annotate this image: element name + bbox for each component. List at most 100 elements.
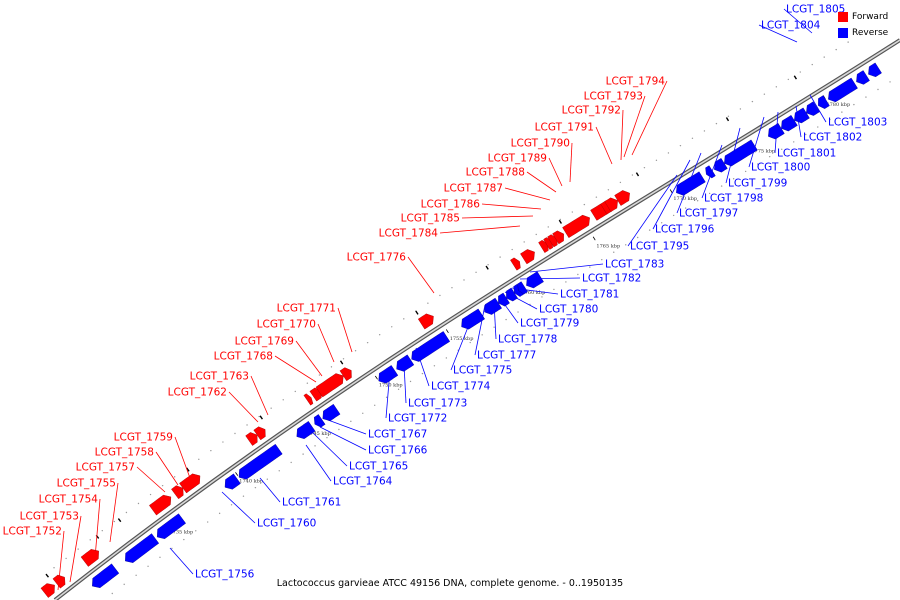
reverse-gene bbox=[724, 139, 758, 167]
spacer-dot bbox=[433, 365, 436, 367]
gene-label: LCGT_1769 bbox=[235, 336, 294, 348]
outer-tick bbox=[415, 310, 419, 315]
forward-gene bbox=[552, 230, 564, 245]
spacer-dot bbox=[823, 56, 825, 58]
spacer-dot bbox=[691, 137, 694, 140]
gene-label: LCGT_1758 bbox=[95, 447, 154, 459]
reverse-gene bbox=[156, 513, 186, 540]
spacer-dot bbox=[77, 548, 79, 550]
outer-tick bbox=[45, 573, 50, 578]
spacer-dot bbox=[751, 100, 754, 103]
spacer-dot bbox=[493, 326, 495, 328]
spacer-dot bbox=[125, 511, 128, 514]
gene-label: LCGT_1761 bbox=[282, 497, 341, 509]
gene-label: LCGT_1791 bbox=[535, 122, 594, 134]
leader-line bbox=[758, 24, 798, 43]
spacer-dot bbox=[342, 358, 345, 360]
leader-line bbox=[623, 95, 646, 158]
gene-label: LCGT_1775 bbox=[453, 365, 512, 377]
spacer-dot bbox=[306, 382, 309, 384]
leader-line bbox=[311, 431, 348, 467]
outer-tick bbox=[117, 518, 122, 523]
reverse-gene bbox=[238, 443, 283, 480]
reverse-gene bbox=[526, 271, 544, 289]
leader-line bbox=[250, 375, 269, 416]
spacer-dot bbox=[517, 311, 519, 313]
spacer-dot bbox=[111, 592, 113, 595]
gene-label: LCGT_1802 bbox=[803, 132, 862, 144]
spacer-dot bbox=[631, 174, 634, 176]
genome-backbone bbox=[53, 38, 900, 600]
gene-label: LCGT_1785 bbox=[401, 213, 460, 225]
spacer-dot bbox=[403, 318, 405, 320]
gene-label: LCGT_1796 bbox=[655, 224, 715, 236]
reverse-gene bbox=[411, 331, 451, 362]
spacer-dot bbox=[589, 266, 591, 268]
spacer-dot bbox=[565, 281, 567, 283]
spacer-dot bbox=[739, 108, 742, 110]
gene-label: LCGT_1790 bbox=[511, 138, 570, 150]
legend: Forward Reverse bbox=[838, 9, 900, 41]
spacer-dot bbox=[756, 163, 759, 165]
spacer-dot bbox=[421, 372, 424, 375]
gene-label: LCGT_1773 bbox=[408, 398, 467, 410]
forward-gene bbox=[339, 367, 352, 382]
spacer-dot bbox=[463, 279, 465, 281]
spacer-dot bbox=[195, 530, 197, 532]
leader-line bbox=[529, 263, 604, 273]
spacer-dot bbox=[523, 241, 525, 243]
spacer-dot bbox=[350, 420, 352, 423]
tick-label: 1775 kbp bbox=[751, 148, 775, 154]
outer-tick bbox=[558, 219, 562, 224]
spacer-dot bbox=[672, 214, 675, 217]
spacer-dot bbox=[427, 302, 429, 304]
gene-labels: LCGT_1752 LCGT_1753 LCGT_1754 LCGT_1755 LCGT… bbox=[3, 4, 888, 581]
reverse-gene bbox=[856, 70, 870, 85]
spacer-dot bbox=[853, 103, 855, 106]
spacer-dot bbox=[101, 529, 103, 532]
gene-label: LCGT_1760 bbox=[257, 518, 316, 530]
reverse-gene bbox=[806, 101, 820, 116]
spacer-dot bbox=[553, 288, 555, 291]
spacer-dot bbox=[877, 88, 879, 91]
forward-swatch bbox=[838, 12, 848, 22]
spacer-dot bbox=[535, 233, 537, 236]
spacer-dot bbox=[439, 294, 441, 297]
gene-label: LCGT_1764 bbox=[333, 476, 393, 488]
spacer-dot bbox=[775, 86, 778, 88]
leader-line bbox=[504, 187, 551, 201]
leader-line bbox=[274, 355, 317, 383]
reverse-gene bbox=[828, 77, 858, 103]
forward-gene bbox=[520, 249, 535, 265]
spacer-dot bbox=[445, 357, 448, 359]
leader-line bbox=[595, 126, 613, 165]
reverse-gene bbox=[868, 62, 882, 78]
outer-tick bbox=[186, 467, 190, 472]
gene-label: LCGT_1799 bbox=[728, 178, 787, 190]
spacer-dot bbox=[708, 192, 711, 195]
forward-gene bbox=[80, 549, 99, 567]
reverse-gene bbox=[92, 563, 120, 589]
spacer-dot bbox=[768, 155, 771, 158]
spacer-dot bbox=[135, 574, 137, 577]
reverse-gene bbox=[818, 95, 830, 109]
forward-gene bbox=[171, 485, 184, 500]
gene-label: LCGT_1787 bbox=[444, 183, 503, 195]
gene-label: LCGT_1771 bbox=[277, 303, 336, 315]
spacer-dot bbox=[270, 407, 272, 409]
leader-line bbox=[748, 116, 765, 168]
spacer-dot bbox=[601, 258, 603, 261]
spacer-dot bbox=[318, 374, 321, 376]
spacer-dot bbox=[254, 486, 257, 489]
gene-label: LCGT_1768 bbox=[214, 351, 273, 363]
gene-label: LCGT_1781 bbox=[560, 289, 619, 301]
spacer-dot bbox=[65, 557, 67, 560]
spacer-dot bbox=[547, 226, 549, 228]
spacer-dot bbox=[684, 207, 687, 209]
leader-line bbox=[548, 157, 563, 187]
spacer-dot bbox=[161, 484, 164, 487]
spacer-dot bbox=[643, 166, 646, 169]
spacer-dot bbox=[835, 48, 837, 51]
leader-line bbox=[526, 171, 557, 193]
spacer-dot bbox=[198, 458, 200, 461]
